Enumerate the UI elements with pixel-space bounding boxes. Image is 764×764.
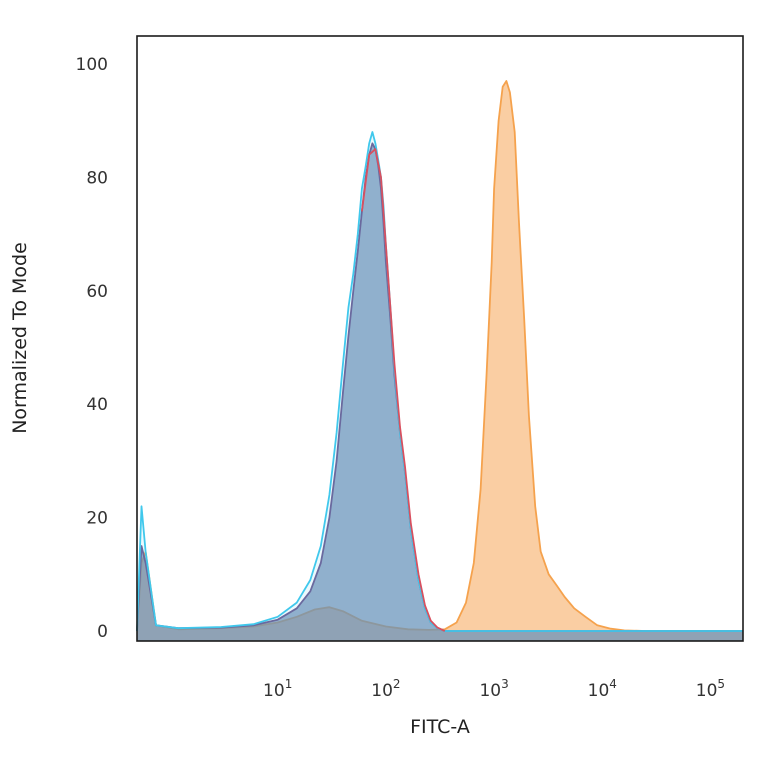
y-tick-label-4: 80	[86, 168, 108, 188]
series-0-line	[136, 80, 743, 632]
series-layer	[136, 80, 743, 641]
series-1-area	[137, 143, 743, 641]
x-tick-label-1: 102	[371, 677, 400, 701]
y-tick-label-1: 20	[86, 509, 108, 529]
plot-frame	[136, 35, 744, 642]
series-3-line	[361, 148, 446, 632]
series-1-line	[136, 142, 743, 632]
y-tick-label-0: 0	[97, 622, 108, 642]
series-2-line	[136, 131, 743, 632]
x-tick-label-2: 103	[479, 677, 508, 701]
x-tick-label-3: 104	[588, 677, 617, 701]
series-0-area	[137, 81, 743, 641]
series-2-area	[137, 132, 743, 641]
y-axis-title: Normalized To Mode	[9, 242, 31, 434]
y-tick-label-2: 40	[86, 395, 108, 415]
x-axis-ticks: 101 102 103 104 105	[263, 677, 725, 701]
x-tick-label-4: 105	[696, 677, 725, 701]
y-tick-label-3: 60	[86, 282, 108, 302]
x-axis-title: FITC-A	[410, 716, 470, 738]
x-tick-label-0: 101	[263, 677, 292, 701]
y-axis-ticks: 0 20 40 60 80 100	[76, 55, 108, 642]
y-tick-label-5: 100	[76, 55, 108, 75]
